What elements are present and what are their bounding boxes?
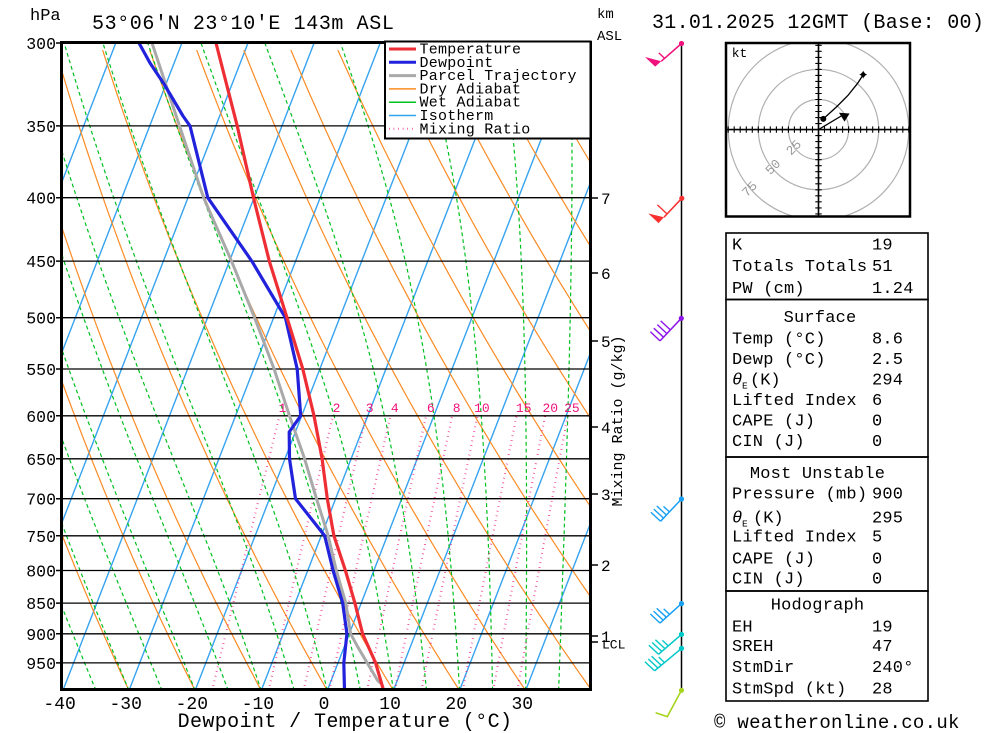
svg-text:4: 4 [601,420,611,438]
svg-text:km: km [597,7,614,23]
svg-text:294: 294 [872,372,903,391]
svg-text:Surface: Surface [784,309,857,328]
svg-text:3: 3 [366,401,374,416]
svg-text:CIN (J): CIN (J) [732,570,805,589]
svg-text:Mixing Ratio: Mixing Ratio [420,121,531,138]
svg-text:47: 47 [872,638,893,657]
svg-text:240°: 240° [872,659,914,678]
svg-text:5: 5 [872,529,882,548]
svg-text:6: 6 [427,401,435,416]
svg-text:Hodograph: Hodograph [771,597,865,616]
svg-text:500: 500 [26,310,56,329]
svg-text:19: 19 [872,619,893,638]
svg-text:Lifted Index: Lifted Index [732,392,857,411]
svg-text:7: 7 [601,191,611,209]
svg-text:Most Unstable: Most Unstable [750,465,885,484]
svg-text:0: 0 [872,570,882,589]
svg-text:CAPE (J): CAPE (J) [732,412,815,431]
svg-text:-20: -20 [176,695,208,715]
svg-text:400: 400 [26,190,56,209]
svg-text:350: 350 [26,118,56,137]
svg-text:600: 600 [26,408,56,427]
svg-text:295: 295 [872,509,903,528]
svg-text:StmSpd (kt): StmSpd (kt) [732,680,846,699]
svg-text:hPa: hPa [30,7,61,26]
svg-text:LCL: LCL [602,638,625,653]
svg-text:Dewpoint: Dewpoint [420,55,494,72]
svg-text:0: 0 [872,550,882,569]
svg-text:15: 15 [516,401,532,416]
svg-text:20: 20 [542,401,558,416]
svg-text:2.5: 2.5 [872,351,903,370]
svg-text:3: 3 [601,487,611,505]
svg-text:θ: θ [732,509,742,528]
svg-text:Parcel Trajectory: Parcel Trajectory [420,68,577,85]
svg-text:Isotherm: Isotherm [420,108,494,125]
svg-text:Pressure (mb): Pressure (mb) [732,486,867,505]
svg-text:850: 850 [26,595,56,614]
svg-text:E: E [742,518,748,529]
svg-text:Totals Totals: Totals Totals [732,258,867,277]
svg-text:SREH: SREH [732,638,774,657]
svg-text:6: 6 [872,392,882,411]
svg-text:4: 4 [391,401,399,416]
svg-text:StmDir: StmDir [732,659,794,678]
svg-text:450: 450 [26,253,56,272]
svg-text:-30: -30 [109,695,141,715]
svg-text:0: 0 [872,433,882,452]
svg-text:0: 0 [319,695,330,715]
svg-text:2: 2 [333,401,341,416]
svg-text:1: 1 [279,401,287,416]
svg-text:5: 5 [601,334,611,352]
svg-text:10: 10 [474,401,490,416]
svg-text:19: 19 [872,237,893,256]
svg-text:K: K [732,237,743,256]
svg-text:E: E [742,381,748,392]
svg-text:Wet Adiabat: Wet Adiabat [420,95,522,112]
svg-text:550: 550 [26,361,56,380]
svg-text:31.01.2025 12GMT (Base: 00): 31.01.2025 12GMT (Base: 00) [652,12,984,35]
svg-text:Dewp (°C): Dewp (°C) [732,351,826,370]
svg-text:Dewpoint / Temperature (°C): Dewpoint / Temperature (°C) [178,711,513,733]
svg-text:800: 800 [26,562,56,581]
svg-text:kt: kt [732,46,748,61]
svg-text:0: 0 [872,412,882,431]
svg-text:(K): (K) [753,509,784,528]
svg-text:Lifted Index: Lifted Index [732,529,857,548]
svg-text:28: 28 [872,680,893,699]
svg-text:20: 20 [445,695,467,715]
svg-text:700: 700 [26,491,56,510]
svg-text:950: 950 [26,655,56,674]
svg-text:(K): (K) [750,372,781,391]
svg-text:Temp (°C): Temp (°C) [732,331,826,350]
svg-text:Temperature: Temperature [420,42,522,59]
svg-text:-40: -40 [43,695,75,715]
svg-text:8: 8 [453,401,461,416]
svg-text:900: 900 [872,486,903,505]
svg-text:© weatheronline.co.uk: © weatheronline.co.uk [714,712,960,733]
svg-text:25: 25 [564,401,580,416]
svg-text:750: 750 [26,528,56,547]
svg-text:650: 650 [26,451,56,470]
svg-text:1.24: 1.24 [872,280,914,299]
svg-text:300: 300 [26,35,56,54]
svg-text:PW (cm): PW (cm) [732,280,805,299]
svg-text:CAPE (J): CAPE (J) [732,550,815,569]
svg-text:θ: θ [732,372,742,391]
svg-text:2: 2 [601,558,611,576]
svg-text:Mixing Ratio (g/kg): Mixing Ratio (g/kg) [610,335,627,506]
svg-text:51: 51 [872,258,893,277]
svg-text:EH: EH [732,619,753,638]
svg-text:CIN (J): CIN (J) [732,433,805,452]
svg-text:30: 30 [511,695,533,715]
svg-text:6: 6 [601,266,611,284]
svg-text:ASL: ASL [597,29,622,45]
svg-text:10: 10 [379,695,401,715]
svg-text:53°06'N 23°10'E 143m ASL: 53°06'N 23°10'E 143m ASL [92,13,394,36]
svg-text:-10: -10 [242,695,274,715]
svg-text:900: 900 [26,626,56,645]
svg-text:Dry Adiabat: Dry Adiabat [420,81,522,98]
svg-text:8.6: 8.6 [872,331,903,350]
svg-text:1: 1 [601,629,611,647]
